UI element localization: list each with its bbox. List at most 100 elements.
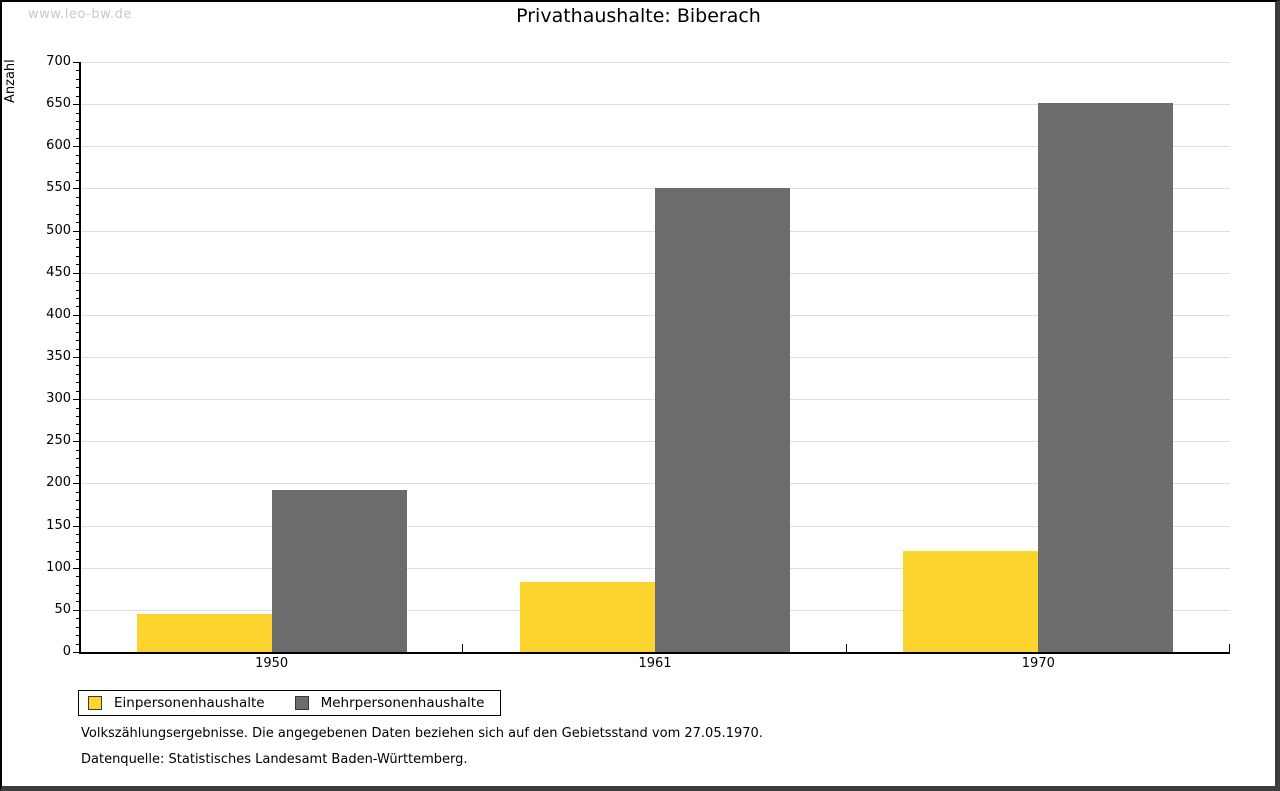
- x-tick-label-1961: 1961: [638, 656, 672, 671]
- y-major-tick-650: [73, 104, 80, 106]
- y-minor-tick-60: [76, 601, 80, 603]
- legend-item-mehrpersonenhaushalte: Mehrpersonenhaushalte: [294, 695, 485, 711]
- y-tick-label-350: 350: [46, 349, 71, 364]
- y-minor-tick-590: [76, 154, 80, 156]
- y-minor-tick-480: [76, 247, 80, 249]
- bar-einpersonenhaushalte-1961: [520, 582, 655, 652]
- y-minor-tick-610: [76, 137, 80, 139]
- y-axis-line: [79, 62, 81, 652]
- x-boundary-tick-1: [462, 644, 464, 652]
- y-tick-label-600: 600: [46, 138, 71, 154]
- x-tick-label-1950: 1950: [255, 656, 289, 671]
- y-major-tick-550: [73, 188, 80, 190]
- y-minor-tick-620: [76, 129, 80, 131]
- x-boundary-tick-2: [845, 644, 847, 652]
- y-minor-tick-140: [76, 534, 80, 535]
- y-minor-tick-170: [76, 508, 80, 510]
- x-boundary-tick-3: [1229, 644, 1230, 652]
- bar-mehrpersonenhaushalte-1950: [271, 490, 407, 652]
- y-minor-tick-490: [76, 239, 80, 240]
- y-major-tick-250: [73, 441, 80, 443]
- y-major-tick-100: [73, 567, 80, 569]
- y-minor-tick-460: [76, 264, 80, 266]
- y-minor-tick-690: [76, 70, 80, 72]
- bar-mehrpersonenhaushalte-1970: [1038, 103, 1174, 652]
- y-minor-tick-220: [76, 466, 80, 468]
- bar-einpersonenhaushalte-1970: [903, 550, 1039, 652]
- y-minor-tick-270: [76, 424, 80, 426]
- y-major-tick-400: [73, 314, 80, 316]
- y-minor-tick-80: [76, 584, 80, 586]
- y-minor-tick-90: [76, 576, 80, 578]
- bar-mehrpersonenhaushalte-1961: [655, 188, 790, 652]
- y-minor-tick-640: [76, 112, 80, 114]
- y-minor-tick-470: [76, 255, 80, 257]
- y-minor-tick-570: [76, 171, 80, 173]
- y-minor-tick-380: [76, 331, 80, 333]
- legend-label: Mehrpersonenhaushalte: [320, 695, 485, 711]
- y-tick-label-400: 400: [46, 306, 71, 322]
- y-minor-tick-390: [76, 323, 80, 325]
- y-major-tick-450: [73, 272, 80, 274]
- y-minor-tick-20: [76, 635, 80, 637]
- y-minor-tick-540: [76, 196, 80, 198]
- y-tick-label-650: 650: [46, 96, 71, 112]
- y-tick-label-550: 550: [46, 180, 71, 196]
- y-minor-tick-370: [76, 340, 80, 342]
- y-minor-tick-660: [76, 95, 80, 97]
- legend: Einpersonenhaushalte Mehrpersonenhaushalt…: [78, 690, 502, 716]
- bar-einpersonenhaushalte-1950: [136, 614, 272, 652]
- y-minor-tick-680: [76, 78, 80, 80]
- legend-label: Einpersonenhaushalte: [114, 695, 265, 711]
- x-tick-label-1970: 1970: [1021, 656, 1055, 671]
- y-minor-tick-210: [76, 475, 80, 476]
- y-tick-label-50: 50: [54, 601, 71, 617]
- y-minor-tick-420: [76, 298, 80, 299]
- y-major-tick-50: [73, 609, 80, 611]
- y-minor-tick-30: [76, 626, 80, 628]
- gridline-y-700: [80, 62, 1230, 63]
- y-minor-tick-160: [76, 517, 80, 519]
- y-major-tick-350: [73, 357, 80, 358]
- y-minor-tick-630: [76, 121, 80, 122]
- y-minor-tick-10: [76, 643, 80, 645]
- y-minor-tick-40: [76, 618, 80, 620]
- footnote-data-source: Datenquelle: Statistisches Landesamt Bad…: [81, 752, 468, 767]
- y-major-tick-200: [73, 483, 80, 485]
- legend-swatch-icon: [294, 696, 309, 710]
- x-axis-line: [79, 652, 1230, 654]
- legend-item-einpersonenhaushalte: Einpersonenhaushalte: [88, 695, 265, 711]
- y-tick-label-100: 100: [46, 559, 71, 575]
- y-tick-label-250: 250: [46, 433, 71, 449]
- y-minor-tick-360: [76, 348, 80, 350]
- y-minor-tick-190: [76, 491, 80, 493]
- y-tick-label-150: 150: [46, 517, 71, 533]
- y-tick-label-700: 700: [46, 54, 71, 69]
- y-minor-tick-670: [76, 87, 80, 89]
- y-major-tick-500: [73, 230, 80, 232]
- y-tick-label-500: 500: [46, 222, 71, 238]
- y-major-tick-300: [73, 399, 80, 401]
- y-minor-tick-530: [76, 205, 80, 207]
- plot-area: [80, 62, 1230, 652]
- y-minor-tick-70: [76, 593, 80, 594]
- chart-title: Privathaushalte: Biberach: [516, 5, 761, 27]
- y-minor-tick-430: [76, 289, 80, 291]
- y-tick-label-300: 300: [46, 391, 71, 407]
- y-minor-tick-180: [76, 500, 80, 502]
- y-minor-tick-580: [76, 163, 80, 165]
- y-major-tick-700: [73, 62, 80, 63]
- footnote-source-note: Volkszählungsergebnisse. Die angegebenen…: [81, 726, 763, 741]
- y-minor-tick-520: [76, 213, 80, 215]
- y-minor-tick-110: [76, 559, 80, 561]
- gridline-y-650: [80, 104, 1230, 106]
- y-minor-tick-440: [76, 281, 80, 283]
- y-minor-tick-410: [76, 306, 80, 308]
- legend-swatch-icon: [88, 696, 102, 710]
- y-major-tick-150: [73, 525, 80, 527]
- y-minor-tick-240: [76, 449, 80, 451]
- y-minor-tick-560: [76, 180, 80, 181]
- y-minor-tick-310: [76, 390, 80, 392]
- y-minor-tick-290: [76, 407, 80, 409]
